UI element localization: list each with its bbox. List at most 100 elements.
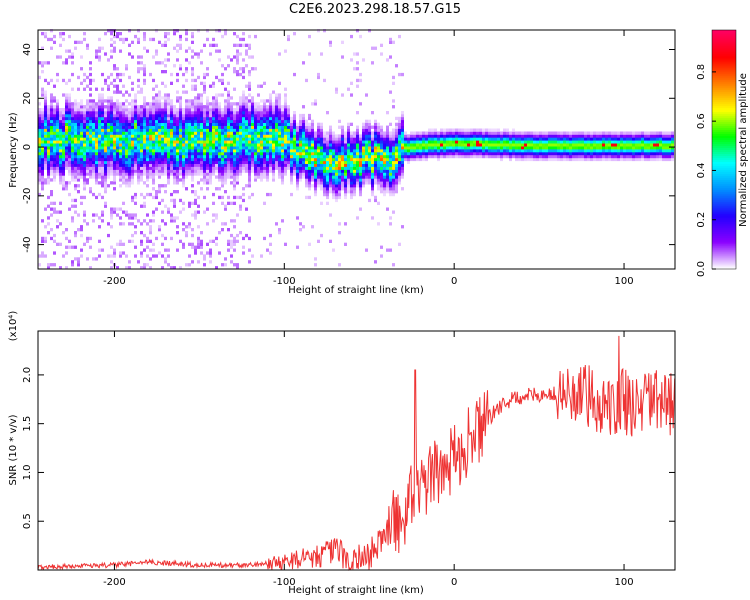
spectrogram-cell (662, 131, 665, 135)
spectrogram-cell (131, 111, 134, 115)
spectrogram-cell (110, 157, 113, 162)
spectrogram-cell (125, 210, 128, 214)
spectrogram-cell (209, 140, 212, 144)
spectrogram-cell (620, 137, 623, 141)
spectrogram-cell (596, 134, 599, 138)
spectrogram-cell (278, 111, 281, 115)
spectrogram-cell (38, 160, 41, 164)
spectrogram-cell (131, 137, 134, 141)
spectrogram-cell (71, 146, 74, 150)
spectrogram-cell (545, 154, 548, 159)
spectrogram-cell (170, 111, 173, 115)
spectrogram-cell (575, 149, 578, 153)
spectrogram-cell (56, 166, 59, 170)
spectrogram-cell (167, 149, 170, 153)
spectrogram-cell (395, 64, 398, 68)
spectrogram-cell (137, 131, 140, 135)
spectrogram-cell (665, 151, 668, 156)
spectrogram-cell (389, 122, 392, 126)
spectrogram-cell (47, 166, 50, 170)
spectrogram-cell (161, 134, 164, 138)
spectrogram-cell (338, 137, 341, 141)
spectrogram-cell (134, 113, 137, 118)
spectrogram-cell (62, 131, 65, 135)
spectrogram-cell (242, 128, 245, 132)
spectrogram-cell (287, 149, 290, 153)
spectrogram-cell (89, 266, 92, 270)
spectrogram-cell (227, 175, 230, 179)
spectrogram-cell (389, 163, 392, 167)
spectrogram-cell (92, 154, 95, 159)
spectrogram-cell (200, 81, 203, 85)
spectrogram-cell (119, 113, 122, 118)
spectrogram-cell (482, 140, 485, 144)
spectrogram-cell (257, 102, 260, 106)
spectrogram-cell (629, 151, 632, 156)
spectrogram-cell (560, 131, 563, 135)
spectrogram-cell (329, 137, 332, 141)
spectrogram-cell (209, 105, 212, 109)
spectrogram-cell (476, 143, 479, 147)
spectrogram-cell (443, 146, 446, 150)
spectrogram-cell (149, 219, 152, 223)
spectrogram-cell (623, 137, 626, 141)
spectrogram-cell (443, 128, 446, 132)
spectrogram-cell (632, 131, 635, 135)
spectrogram-cell (170, 131, 173, 135)
spectrogram-cell (119, 146, 122, 150)
spectrogram-cell (146, 157, 149, 162)
spectrogram-cell (245, 166, 248, 170)
spectrogram-cell (152, 175, 155, 179)
spectrogram-cell (248, 143, 251, 147)
spectrogram-cell (212, 122, 215, 126)
spectrogram-cell (470, 140, 473, 144)
spectrogram-cell (140, 169, 143, 173)
spectrogram-cell (173, 131, 176, 135)
spectrogram-cell (269, 137, 272, 141)
spectrogram-cell (152, 172, 155, 176)
spectrogram-cell (131, 169, 134, 173)
spectrogram-cell (155, 52, 158, 56)
spectrogram-cell (41, 46, 44, 50)
spectrogram-cell (506, 137, 509, 141)
spectrogram-cell (269, 134, 272, 138)
spectrogram-cell (302, 140, 305, 144)
spectrogram-cell (317, 140, 320, 144)
spectrogram-cell (179, 172, 182, 176)
spectrogram-cell (113, 134, 116, 138)
spectrogram-cell (50, 228, 53, 232)
spectrogram-cell (404, 143, 407, 147)
spectrogram-cell (296, 163, 299, 167)
spectrogram-cell (188, 169, 191, 173)
spectrogram-cell (434, 146, 437, 150)
spectrogram-cell (344, 157, 347, 162)
spectrogram-cell (548, 146, 551, 150)
spectrogram-cell (653, 146, 656, 150)
spectrogram-cell (50, 116, 53, 121)
spectrogram-cell (473, 128, 476, 132)
spectrogram-cell (188, 128, 191, 132)
spectrogram-cell (275, 113, 278, 118)
spectrogram-cell (251, 157, 254, 162)
spectrogram-cell (356, 140, 359, 144)
spectrogram-cell (215, 157, 218, 162)
spectrogram-cell (623, 131, 626, 135)
spectrogram-cell (437, 131, 440, 135)
spectrogram-cell (74, 143, 77, 147)
spectrogram-cell (302, 225, 305, 229)
spectrogram-cell (278, 175, 281, 179)
spectrogram-cell (527, 134, 530, 138)
spectrogram-cell (245, 116, 248, 121)
spectrogram-cell (527, 149, 530, 153)
spectrogram-cell (578, 149, 581, 153)
spectrogram-cell (218, 108, 221, 112)
spectrogram-cell (311, 134, 314, 138)
spectrogram-cell (281, 143, 284, 147)
spectrogram-cell (347, 149, 350, 153)
spectrogram-cell (536, 151, 539, 156)
spectrogram-cell (335, 151, 338, 156)
spectrogram-cell (638, 131, 641, 135)
spectrogram-cell (563, 157, 566, 162)
spectrogram-cell (272, 90, 275, 94)
spectrogram-cell (119, 78, 122, 83)
